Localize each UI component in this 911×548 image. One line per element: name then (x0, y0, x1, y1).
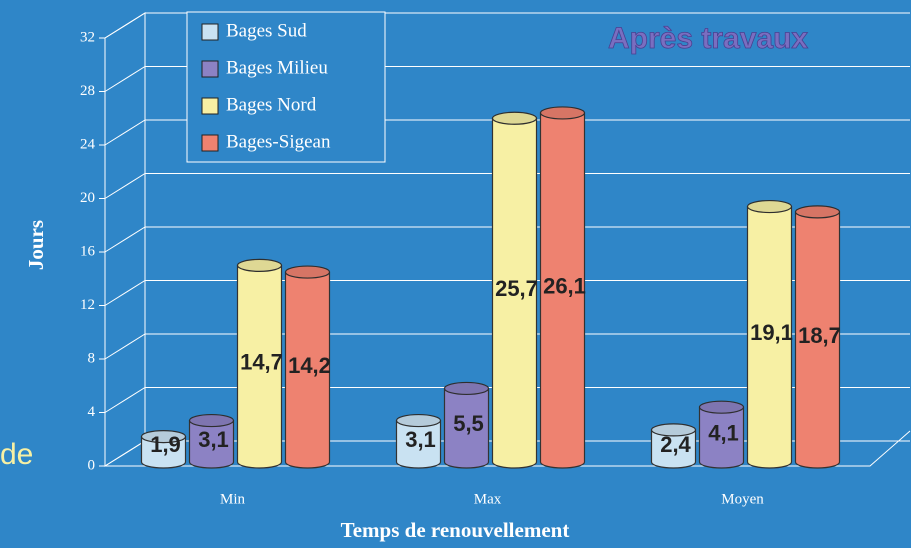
y-tick-label: 28 (80, 83, 95, 99)
bar (284, 265, 331, 469)
legend-label: Bages Sud (226, 20, 307, 41)
data-label: 3,1 (405, 427, 436, 452)
data-label: 5,5 (453, 411, 484, 436)
y-tick-label: 8 (88, 350, 96, 366)
grid-line (104, 119, 910, 146)
data-label: 25,7 (495, 276, 538, 301)
bar (539, 106, 586, 469)
bar-body (140, 435, 187, 469)
legend-label: Bages Nord (226, 94, 317, 115)
grid-line (104, 280, 910, 306)
bar (443, 381, 490, 469)
legend-label: Bages-Sigean (226, 131, 331, 152)
legend-swatch (201, 23, 219, 41)
grid-line (104, 387, 910, 413)
bar (794, 205, 841, 469)
y-tick-label: 0 (88, 457, 96, 473)
x-tick-label: Min (220, 491, 246, 507)
bar-top (539, 106, 586, 120)
y-axis-label: Jours (24, 220, 48, 270)
grid-line (104, 66, 910, 92)
bar (746, 199, 793, 469)
bar-top (443, 381, 490, 396)
x-tick-label: Moyen (721, 491, 764, 507)
data-label: 1,9 (150, 432, 181, 457)
bar (650, 423, 697, 469)
bar-top (698, 400, 745, 414)
bar (491, 111, 538, 469)
legend-swatch (201, 97, 219, 115)
bar-body (746, 205, 793, 469)
data-label: 26,1 (543, 273, 586, 298)
grid-line (104, 226, 910, 253)
bar-body (395, 419, 442, 469)
data-label: 18,7 (798, 323, 841, 348)
grid-line (104, 173, 910, 199)
x-axis-label: Temps de renouvellement (341, 518, 570, 542)
y-tick-label: 12 (80, 297, 95, 313)
bar-body (539, 112, 586, 469)
x-tick-label: Max (474, 491, 502, 507)
grid-line (104, 333, 910, 360)
bar-top (188, 413, 235, 428)
data-label: 19,1 (750, 320, 793, 345)
bar-top (746, 199, 793, 214)
bar-top (284, 265, 331, 279)
y-tick-label: 20 (80, 190, 95, 206)
data-label: 14,2 (288, 353, 331, 378)
y-tick-label: 32 (80, 29, 95, 45)
data-label: 14,7 (240, 350, 283, 375)
bar-body (188, 419, 235, 469)
legend-label: Bages Milieu (226, 57, 328, 78)
bar-top (794, 205, 841, 219)
bar (188, 413, 235, 469)
bar-top (395, 413, 442, 428)
floor (105, 430, 911, 467)
bar (236, 258, 283, 469)
bar-body (443, 387, 490, 469)
data-label: 2,4 (660, 432, 691, 457)
side-text: de (0, 438, 33, 471)
bar-body (236, 264, 283, 469)
bar (140, 429, 187, 469)
grid-line (104, 12, 910, 39)
bar-body (650, 429, 697, 469)
y-tick-label: 16 (80, 243, 96, 259)
legend: Bages Sud Bages Milieu Bages Nord Bages-Sig… (186, 11, 386, 163)
data-label: 4,1 (708, 420, 739, 445)
legend-swatch (201, 134, 219, 152)
legend-swatch (201, 60, 219, 78)
bar-top (140, 429, 187, 444)
bar-top (650, 423, 697, 437)
bar-body (491, 117, 538, 469)
bar (395, 413, 442, 469)
y-tick-label: 24 (80, 136, 96, 152)
y-tick-label: 4 (88, 404, 96, 420)
legend-box (186, 11, 386, 163)
bar-body (284, 271, 331, 469)
bar-body (698, 406, 745, 469)
chart-title: Après travaux (608, 22, 808, 55)
bar (698, 400, 745, 469)
bar-body (794, 211, 841, 469)
bar-top (236, 258, 283, 272)
bar-top (491, 111, 538, 125)
data-label: 3,1 (198, 427, 229, 452)
